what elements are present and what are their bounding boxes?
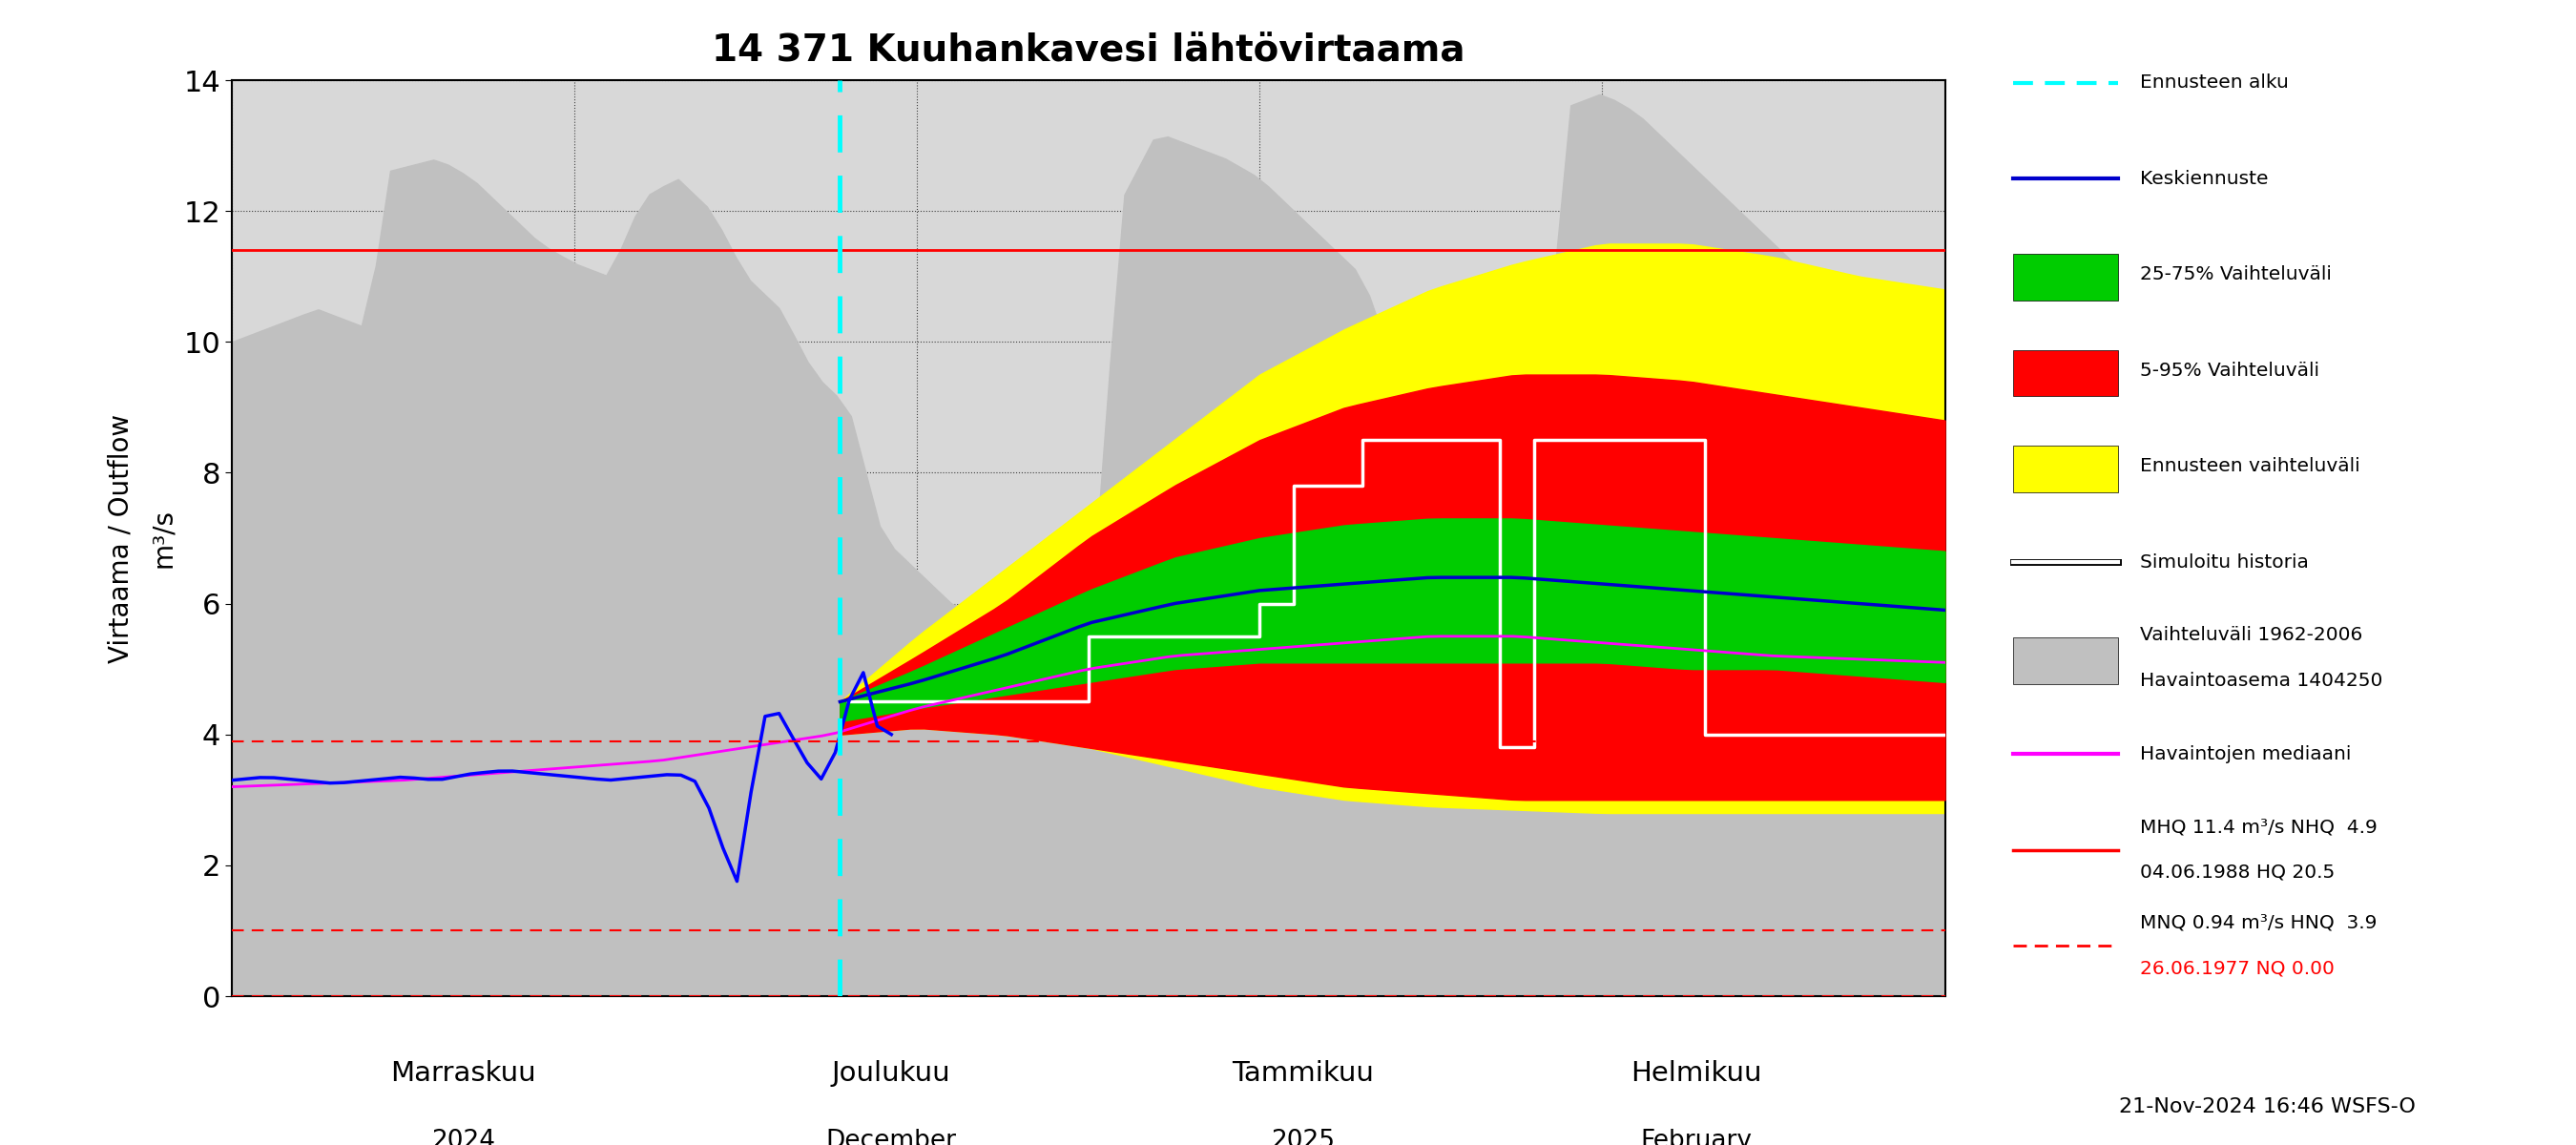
Text: 25-75% Vaihteluväli: 25-75% Vaihteluväli bbox=[2141, 266, 2331, 284]
Bar bbox=[2012, 350, 2117, 396]
Bar bbox=[2012, 638, 2117, 684]
Text: 26.06.1977 NQ 0.00: 26.06.1977 NQ 0.00 bbox=[2141, 960, 2334, 978]
Text: 21-Nov-2024 16:46 WSFS-O: 21-Nov-2024 16:46 WSFS-O bbox=[2117, 1097, 2416, 1116]
Text: Havaintoasema 1404250: Havaintoasema 1404250 bbox=[2141, 672, 2383, 689]
Title: 14 371 Kuuhankavesi lähtövirtaama: 14 371 Kuuhankavesi lähtövirtaama bbox=[711, 33, 1466, 69]
Text: Vaihteluväli 1962-2006: Vaihteluväli 1962-2006 bbox=[2141, 626, 2362, 645]
Text: Marraskuu: Marraskuu bbox=[392, 1060, 536, 1087]
Text: Joulukuu: Joulukuu bbox=[832, 1060, 951, 1087]
Text: MNQ 0.94 m³/s HNQ  3.9: MNQ 0.94 m³/s HNQ 3.9 bbox=[2141, 914, 2378, 932]
Bar bbox=[2012, 445, 2117, 492]
Text: 5-95% Vaihteluväli: 5-95% Vaihteluväli bbox=[2141, 362, 2321, 380]
Text: February: February bbox=[1641, 1129, 1752, 1145]
Text: Ennusteen alku: Ennusteen alku bbox=[2141, 74, 2290, 92]
Text: Tammikuu: Tammikuu bbox=[1231, 1060, 1373, 1087]
Text: Helmikuu: Helmikuu bbox=[1631, 1060, 1762, 1087]
Text: Ennusteen vaihteluväli: Ennusteen vaihteluväli bbox=[2141, 457, 2360, 475]
Text: Havaintojen mediaani: Havaintojen mediaani bbox=[2141, 744, 2352, 763]
Text: m³/s: m³/s bbox=[149, 508, 178, 568]
Text: Virtaama / Outflow: Virtaama / Outflow bbox=[108, 413, 134, 663]
Text: 04.06.1988 HQ 20.5: 04.06.1988 HQ 20.5 bbox=[2141, 863, 2336, 882]
Text: MHQ 11.4 m³/s NHQ  4.9: MHQ 11.4 m³/s NHQ 4.9 bbox=[2141, 818, 2378, 836]
Bar bbox=[2012, 254, 2117, 300]
Text: Keskiennuste: Keskiennuste bbox=[2141, 169, 2269, 188]
Text: 2024: 2024 bbox=[430, 1129, 495, 1145]
Text: 2025: 2025 bbox=[1270, 1129, 1334, 1145]
Text: Simuloitu historia: Simuloitu historia bbox=[2141, 553, 2308, 571]
Text: December: December bbox=[827, 1129, 956, 1145]
